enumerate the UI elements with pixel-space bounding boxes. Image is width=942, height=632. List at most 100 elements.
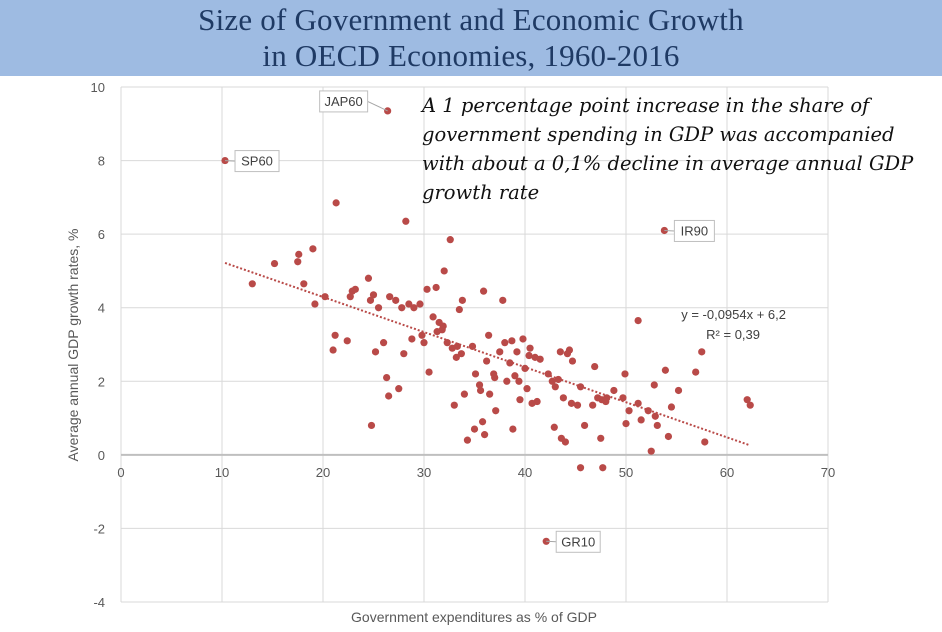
- data-point: [506, 359, 514, 367]
- data-point: [554, 375, 562, 384]
- data-point: [329, 346, 337, 354]
- data-point-labeled: [221, 156, 229, 165]
- y-tick-label: 8: [98, 154, 105, 169]
- data-point: [300, 280, 308, 288]
- data-point: [471, 370, 480, 378]
- data-point: [331, 331, 339, 339]
- callout-label: SP60: [241, 154, 273, 169]
- data-point: [408, 335, 416, 343]
- data-point: [248, 280, 256, 288]
- data-point: [634, 399, 642, 407]
- data-point: [661, 366, 669, 374]
- data-point: [603, 394, 611, 402]
- data-point: [386, 293, 394, 301]
- x-tick-label: 40: [518, 465, 532, 480]
- data-point: [452, 353, 460, 361]
- data-point: [443, 339, 451, 347]
- y-tick-label: 6: [98, 227, 105, 242]
- data-point: [533, 397, 541, 406]
- data-point: [650, 381, 658, 389]
- data-point: [746, 401, 754, 409]
- data-point: [651, 412, 659, 420]
- data-point: [492, 407, 500, 415]
- data-point: [692, 368, 700, 376]
- callout-leader: [664, 229, 675, 232]
- data-point: [597, 434, 605, 442]
- data-point: [479, 287, 488, 295]
- data-point: [568, 357, 577, 365]
- data-point: [385, 392, 393, 400]
- data-point: [503, 377, 511, 385]
- data-point: [400, 350, 408, 358]
- x-tick-label: 70: [821, 465, 835, 480]
- data-point: [619, 394, 627, 402]
- data-point: [470, 425, 479, 433]
- data-point: [392, 296, 400, 304]
- trendline-path: [224, 261, 750, 447]
- data-point: [625, 407, 633, 415]
- data-point: [460, 390, 468, 398]
- x-tick-label: 0: [117, 465, 124, 480]
- callout-leader: [546, 540, 557, 543]
- data-point: [548, 377, 556, 385]
- y-tick-label: 0: [98, 448, 105, 463]
- y-axis-title: Average annual GDP growth rates, %: [65, 229, 81, 462]
- data-point: [423, 285, 431, 293]
- data-point: [309, 245, 317, 253]
- data-point: [270, 259, 279, 268]
- data-point: [556, 348, 564, 356]
- data-point: [496, 348, 504, 356]
- y-tick-label: 4: [98, 301, 105, 316]
- data-point: [664, 432, 673, 441]
- data-point: [610, 386, 618, 395]
- data-point: [366, 296, 375, 304]
- data-point: [559, 394, 567, 402]
- data-point: [486, 390, 494, 398]
- data-point: [526, 344, 534, 352]
- data-point: [346, 293, 354, 301]
- data-point: [483, 357, 491, 365]
- data-point: [371, 348, 380, 356]
- x-tick-label: 10: [215, 465, 229, 480]
- y-tick-label: 10: [91, 80, 105, 95]
- data-point: [501, 339, 509, 347]
- data-point: [416, 300, 424, 308]
- data-point: [591, 362, 599, 371]
- data-point: [425, 368, 433, 376]
- data-point: [332, 199, 340, 207]
- data-point: [551, 383, 559, 391]
- callout-leader: [225, 160, 236, 162]
- data-point: [621, 370, 629, 378]
- trendline: [224, 261, 750, 447]
- data-point: [536, 355, 544, 363]
- data-point: [701, 438, 709, 446]
- data-point: [374, 304, 383, 312]
- data-point: [481, 431, 489, 439]
- data-point: [418, 331, 426, 339]
- callout-box: [673, 219, 715, 242]
- data-point: [491, 374, 499, 382]
- callout-label: JAP60: [324, 94, 362, 109]
- data-point: [511, 372, 519, 380]
- callout-box: [555, 530, 601, 553]
- data-point: [550, 423, 558, 431]
- data-point: [476, 386, 485, 395]
- data-point: [294, 258, 302, 266]
- data-point: [455, 305, 463, 314]
- data-point: [383, 374, 391, 382]
- data-point: [485, 331, 493, 339]
- x-tick-label: 20: [316, 465, 330, 480]
- data-point: [580, 421, 589, 430]
- data-point: [468, 342, 477, 350]
- data-point: [637, 416, 645, 424]
- data-point: [446, 236, 454, 244]
- callout-label: GR10: [561, 534, 595, 549]
- data-point: [398, 304, 406, 312]
- chart-title-line-1: Size of Government and Economic Growth: [198, 2, 744, 37]
- y-tick-label: 2: [98, 374, 105, 389]
- data-point: [369, 291, 378, 299]
- data-point: [513, 348, 521, 356]
- data-point: [410, 304, 418, 312]
